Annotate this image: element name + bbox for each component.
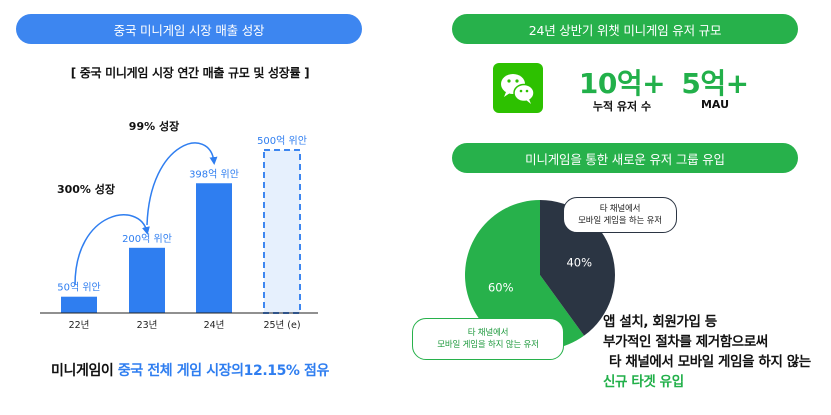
- left-panel-title: 중국 미니게임 시장 매출 성장: [16, 14, 362, 44]
- x-tick-label-1: 23년: [137, 320, 158, 331]
- pie-label-0: 60%: [488, 281, 514, 295]
- wechat-icon: [493, 63, 543, 113]
- x-tick-label-0: 22년: [69, 320, 90, 331]
- callout-mobile-gamers-line1: 타 채널에서: [599, 204, 641, 214]
- bar-value-label-2: 398억 위안: [189, 167, 239, 180]
- bar-value-label-3: 500억 위안: [257, 134, 307, 147]
- chart-title: [ 중국 미니게임 시장 연간 매출 규모 및 성장률 ]: [70, 66, 310, 80]
- stat-cumulative-label: 누적 유저 수: [592, 100, 652, 113]
- desc-line-3: 타 채널에서 모바일 게임을 하지 않는: [609, 354, 811, 370]
- user-inflow-title: 미니게임을 통한 새로운 유저 그룹 유입: [452, 143, 798, 173]
- annotation-99: 99% 성장: [129, 119, 179, 133]
- user-scale-title-text: 24년 상반기 위챗 미니게임 유저 규모: [528, 22, 722, 38]
- growth-arrow-2: [146, 142, 218, 226]
- bar-value-label-1: 200억 위안: [122, 232, 172, 245]
- callout-non-gamers-line2: 모바일 게임을 하지 않는 유저: [437, 340, 539, 350]
- market-share-note: 미니게임이 중국 전체 게임 시장의12.15% 점유: [0, 360, 380, 380]
- bar-value-label-0: 50억 위안: [57, 281, 101, 294]
- callout-mobile-gamers: 타 채널에서 모바일 게임을 하는 유저: [563, 197, 677, 233]
- bar-3: [263, 149, 301, 314]
- bar-chart: 50억 위안 22년 200억 위안 23년 398억 위안 24년 500억 위안 25년 …: [40, 119, 318, 331]
- left-panel-title-text: 중국 미니게임 시장 매출 성장: [113, 22, 265, 38]
- bar-0: [61, 296, 97, 313]
- pie-label-1: 40%: [566, 255, 592, 269]
- desc-line-4: 신규 타겟 유입: [603, 374, 684, 390]
- bar-1: [129, 247, 165, 313]
- stat-mau-label: MAU: [700, 98, 730, 111]
- x-tick-label-2: 24년: [204, 320, 225, 331]
- inflow-description: 앱 설치, 회원가입 등 부가적인 절차를 제거함으로써 타 채널에서 모바일 …: [603, 312, 831, 392]
- note-prefix: 미니게임이: [51, 363, 118, 379]
- desc-line-1: 앱 설치, 회원가입 등: [603, 314, 717, 330]
- bar-2: [196, 183, 232, 313]
- user-inflow-title-text: 미니게임을 통한 새로운 유저 그룹 유입: [525, 151, 725, 167]
- user-scale-title: 24년 상반기 위챗 미니게임 유저 규모: [452, 14, 798, 44]
- stat-mau-value: 5억+: [681, 67, 749, 100]
- desc-line-2: 부가적인 절차를 제거함으로써: [603, 334, 768, 350]
- x-tick-label-3: 25년 (e): [263, 320, 300, 331]
- pie-slice-0: [465, 200, 585, 350]
- annotation-300: 300% 성장: [57, 182, 115, 196]
- pie-chart: 40% 60%: [465, 200, 615, 350]
- stat-cumulative-value: 10억+: [578, 67, 666, 100]
- growth-arrow-1: [74, 214, 150, 286]
- callout-mobile-gamers-line2: 모바일 게임을 하는 유저: [578, 216, 662, 226]
- callout-non-gamers: 타 채널에서 모바일 게임을 하지 않는 유저: [412, 318, 564, 360]
- pie-slice-1: [540, 200, 615, 336]
- note-highlight: 중국 전체 게임 시장의12.15% 점유: [117, 363, 329, 379]
- callout-non-gamers-line1: 타 채널에서: [467, 328, 509, 338]
